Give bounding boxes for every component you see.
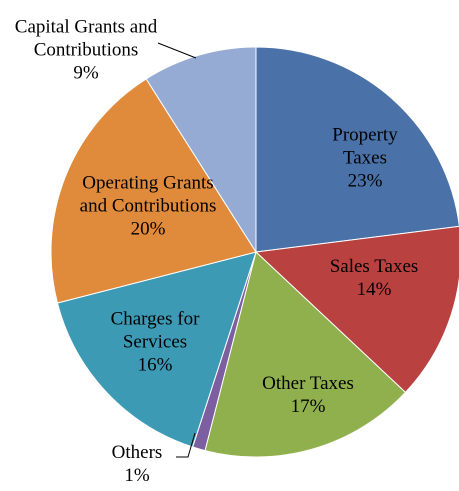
slice-label: Property Taxes 23%: [310, 124, 420, 193]
leader-line: [176, 432, 196, 458]
percent-label: 23%: [347, 170, 383, 192]
category-name: Other Taxes: [262, 373, 354, 394]
pie-slice: [56, 251, 257, 448]
pie-slice: [254, 225, 459, 394]
category-name: Others: [111, 442, 163, 463]
percent-label: 16%: [137, 354, 173, 376]
slice-label: Other Taxes 17%: [238, 372, 378, 418]
percent-label: 1%: [124, 465, 150, 486]
percent-label: 9%: [73, 62, 99, 84]
category-name: Sales Taxes: [329, 256, 419, 277]
category-name: Capital Grants and Contributions: [14, 16, 158, 61]
slice-label: Charges for Services 16%: [85, 308, 225, 377]
percent-label: 14%: [356, 279, 392, 300]
pie-slice: [255, 46, 459, 253]
category-name: Operating Grants and Contributions: [79, 172, 217, 217]
pie-slice: [50, 78, 257, 304]
pie-slice: [204, 251, 407, 458]
slice-label: Capital Grants and Contributions 9%: [6, 16, 166, 85]
category-name: Charges for Services: [110, 308, 200, 353]
percent-label: 17%: [290, 396, 326, 417]
category-name: Property Taxes: [332, 124, 398, 169]
slice-label: Operating Grants and Contributions 20%: [73, 172, 223, 241]
leader-line: [157, 42, 197, 59]
pie-slice: [145, 46, 257, 254]
percent-label: 20%: [130, 218, 166, 240]
slice-label: Others 1%: [97, 441, 177, 487]
slice-label: Sales Taxes 14%: [314, 255, 434, 301]
